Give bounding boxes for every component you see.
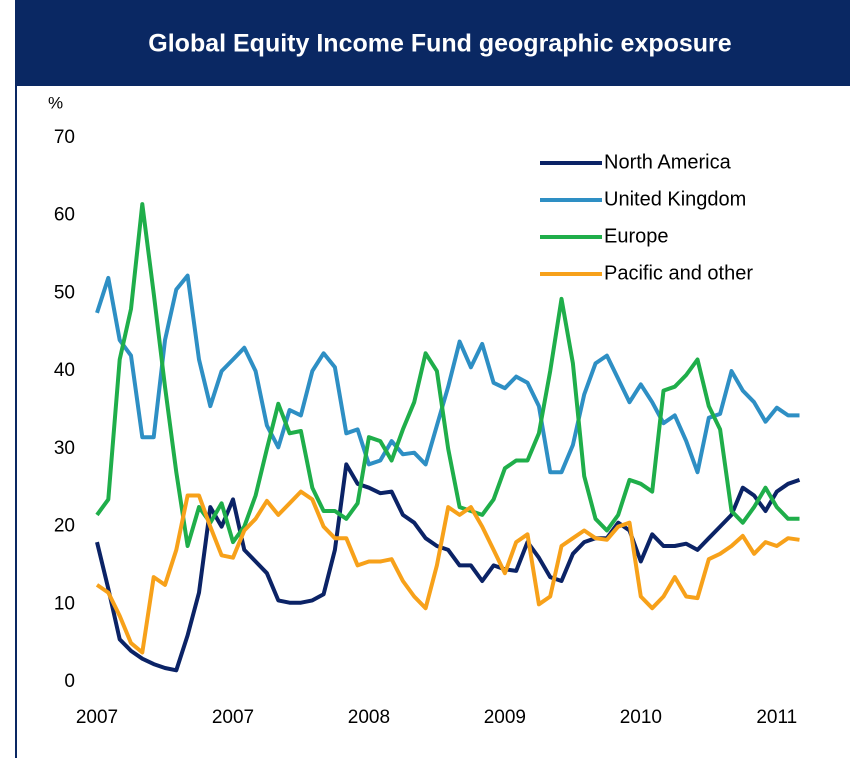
y-tick-label: 20 (54, 516, 75, 537)
series-line (95, 462, 801, 673)
series-line (95, 202, 800, 548)
series-line (95, 489, 800, 655)
series-line (95, 273, 800, 475)
y-tick-label: 70 (54, 127, 75, 148)
legend-label: North America (604, 151, 732, 173)
y-tick-label: 40 (54, 360, 75, 381)
legend-label: United Kingdom (604, 188, 746, 210)
x-tick-label: 2011 (756, 707, 797, 728)
legend-label: Europe (604, 225, 669, 247)
y-tick-label: 10 (54, 593, 75, 614)
legend-label: Pacific and other (604, 262, 753, 284)
x-tick-label: 2008 (348, 707, 390, 728)
x-tick-label: 2007 (76, 707, 118, 728)
y-tick-label: 30 (54, 438, 75, 459)
title-bar (15, 0, 850, 86)
y-axis-label: % (48, 93, 63, 112)
y-tick-label: 60 (54, 205, 75, 226)
y-tick-label: 50 (54, 282, 75, 303)
x-tick-label: 2010 (620, 707, 662, 728)
x-tick-label: 2007 (212, 707, 254, 728)
chart-title: Global Equity Income Fund geographic exp… (148, 30, 732, 58)
x-tick-label: 2009 (484, 707, 526, 728)
y-tick-label: 0 (64, 671, 75, 692)
